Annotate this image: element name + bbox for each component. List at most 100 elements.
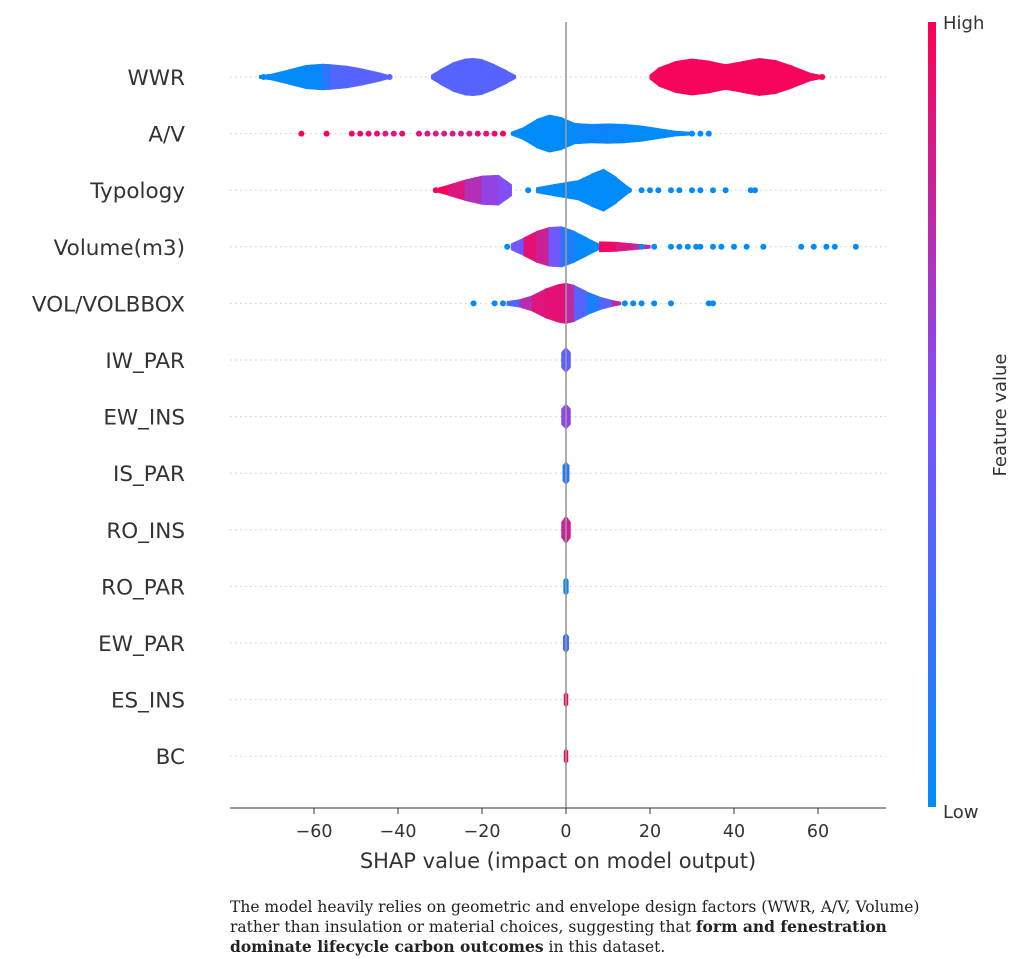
feature-row: WWR	[128, 57, 886, 97]
violin-segment	[641, 125, 659, 142]
violin-segment	[506, 299, 521, 308]
feature-row: VOL/VOLBBOX	[32, 282, 886, 324]
violin-segment	[498, 174, 512, 206]
data-point	[432, 187, 439, 194]
data-point	[697, 187, 704, 194]
violin-segment	[586, 237, 601, 257]
violin-segment	[725, 61, 743, 93]
data-point	[710, 300, 716, 307]
x-tick-label: 60	[807, 822, 829, 842]
data-point	[638, 243, 645, 250]
feature-label: IS_PAR	[113, 462, 185, 487]
data-point	[449, 130, 456, 137]
x-axis: −60 −40 −20 0 20 40 60	[230, 807, 886, 842]
violin-segment	[271, 69, 290, 85]
feature-row: BC	[156, 745, 886, 770]
data-point	[491, 300, 498, 307]
violin-segment	[464, 175, 483, 205]
violin	[510, 114, 693, 153]
violin-segment	[321, 63, 332, 91]
x-axis-label: SHAP value (impact on model output)	[360, 849, 756, 873]
violin-segment	[691, 58, 710, 96]
violin-segment	[552, 182, 567, 199]
data-point	[432, 130, 439, 137]
violin-segment	[431, 69, 441, 85]
violin-segment	[599, 296, 613, 311]
data-point	[365, 130, 372, 137]
data-point	[386, 74, 393, 80]
violin-segment	[561, 226, 575, 268]
data-point	[474, 130, 481, 137]
violin-segment	[494, 64, 508, 90]
feature-row: EW_PAR	[98, 631, 886, 657]
feature-label: VOL/VOLBBOX	[32, 292, 185, 317]
violin-segment	[607, 123, 626, 144]
data-point	[760, 243, 767, 250]
feature-label: Volume(m3)	[54, 236, 185, 261]
violin-segment	[792, 65, 811, 89]
violin-segment	[347, 65, 365, 89]
feature-row: A/V	[148, 114, 886, 153]
feature-row: EW_INS	[103, 402, 886, 431]
violin	[431, 57, 517, 97]
violin-segment	[523, 230, 538, 263]
data-point	[491, 130, 498, 137]
data-point	[823, 243, 830, 250]
caption-bold-2: dominate lifecycle carbon outcomes	[230, 937, 544, 956]
violin-segment	[565, 180, 580, 201]
feature-row: RO_PAR	[101, 575, 886, 600]
data-point	[441, 130, 448, 137]
data-point	[710, 187, 716, 194]
colorbar: High Low Feature value	[928, 13, 1011, 823]
violin-segment	[657, 61, 676, 93]
caption-line-3: in this dataset.	[543, 938, 666, 956]
data-point	[819, 74, 826, 80]
data-point	[731, 243, 737, 250]
data-point	[382, 130, 389, 137]
violin-segment	[741, 57, 760, 97]
feature-label: WWR	[128, 66, 186, 91]
feature-label: ES_INS	[111, 689, 185, 714]
violin-segment	[519, 295, 533, 312]
violin-segment	[590, 168, 605, 212]
caption-line-2: rather than insulation or material choic…	[230, 918, 696, 936]
violin-segment	[603, 168, 617, 212]
violin-segment	[531, 288, 546, 319]
data-point	[668, 300, 674, 307]
data-point	[705, 130, 712, 137]
violin-segment	[481, 174, 500, 206]
data-point	[399, 130, 406, 137]
violin-segment	[506, 70, 517, 84]
violin-segment	[481, 58, 496, 96]
violin-segment	[657, 128, 676, 140]
data-point	[676, 243, 683, 250]
data-point	[483, 130, 490, 137]
x-tick-label: 40	[723, 822, 745, 842]
violin-segment	[363, 68, 382, 86]
feature-label: RO_PAR	[101, 575, 185, 600]
colorbar-low-label: Low	[943, 802, 978, 823]
data-point	[416, 130, 422, 137]
data-point	[752, 187, 758, 194]
violin-segment	[599, 241, 617, 253]
data-point	[676, 187, 683, 194]
data-point	[260, 74, 267, 80]
feature-row: IW_PAR	[105, 346, 886, 374]
violin-segment	[452, 58, 466, 96]
data-point	[626, 187, 632, 194]
violin-segment	[758, 57, 777, 97]
violin-segment	[447, 179, 466, 201]
data-point	[747, 187, 754, 194]
feature-row: IS_PAR	[113, 460, 886, 487]
data-point	[668, 187, 674, 194]
data-point	[689, 130, 695, 137]
violin-segment	[578, 173, 592, 207]
data-point	[684, 243, 691, 250]
data-point	[718, 243, 725, 250]
data-point	[500, 300, 506, 307]
data-point	[668, 243, 674, 250]
feature-label: BC	[156, 745, 185, 770]
data-point	[621, 300, 628, 307]
violin-segment	[649, 67, 659, 87]
violin-segment	[536, 226, 550, 267]
